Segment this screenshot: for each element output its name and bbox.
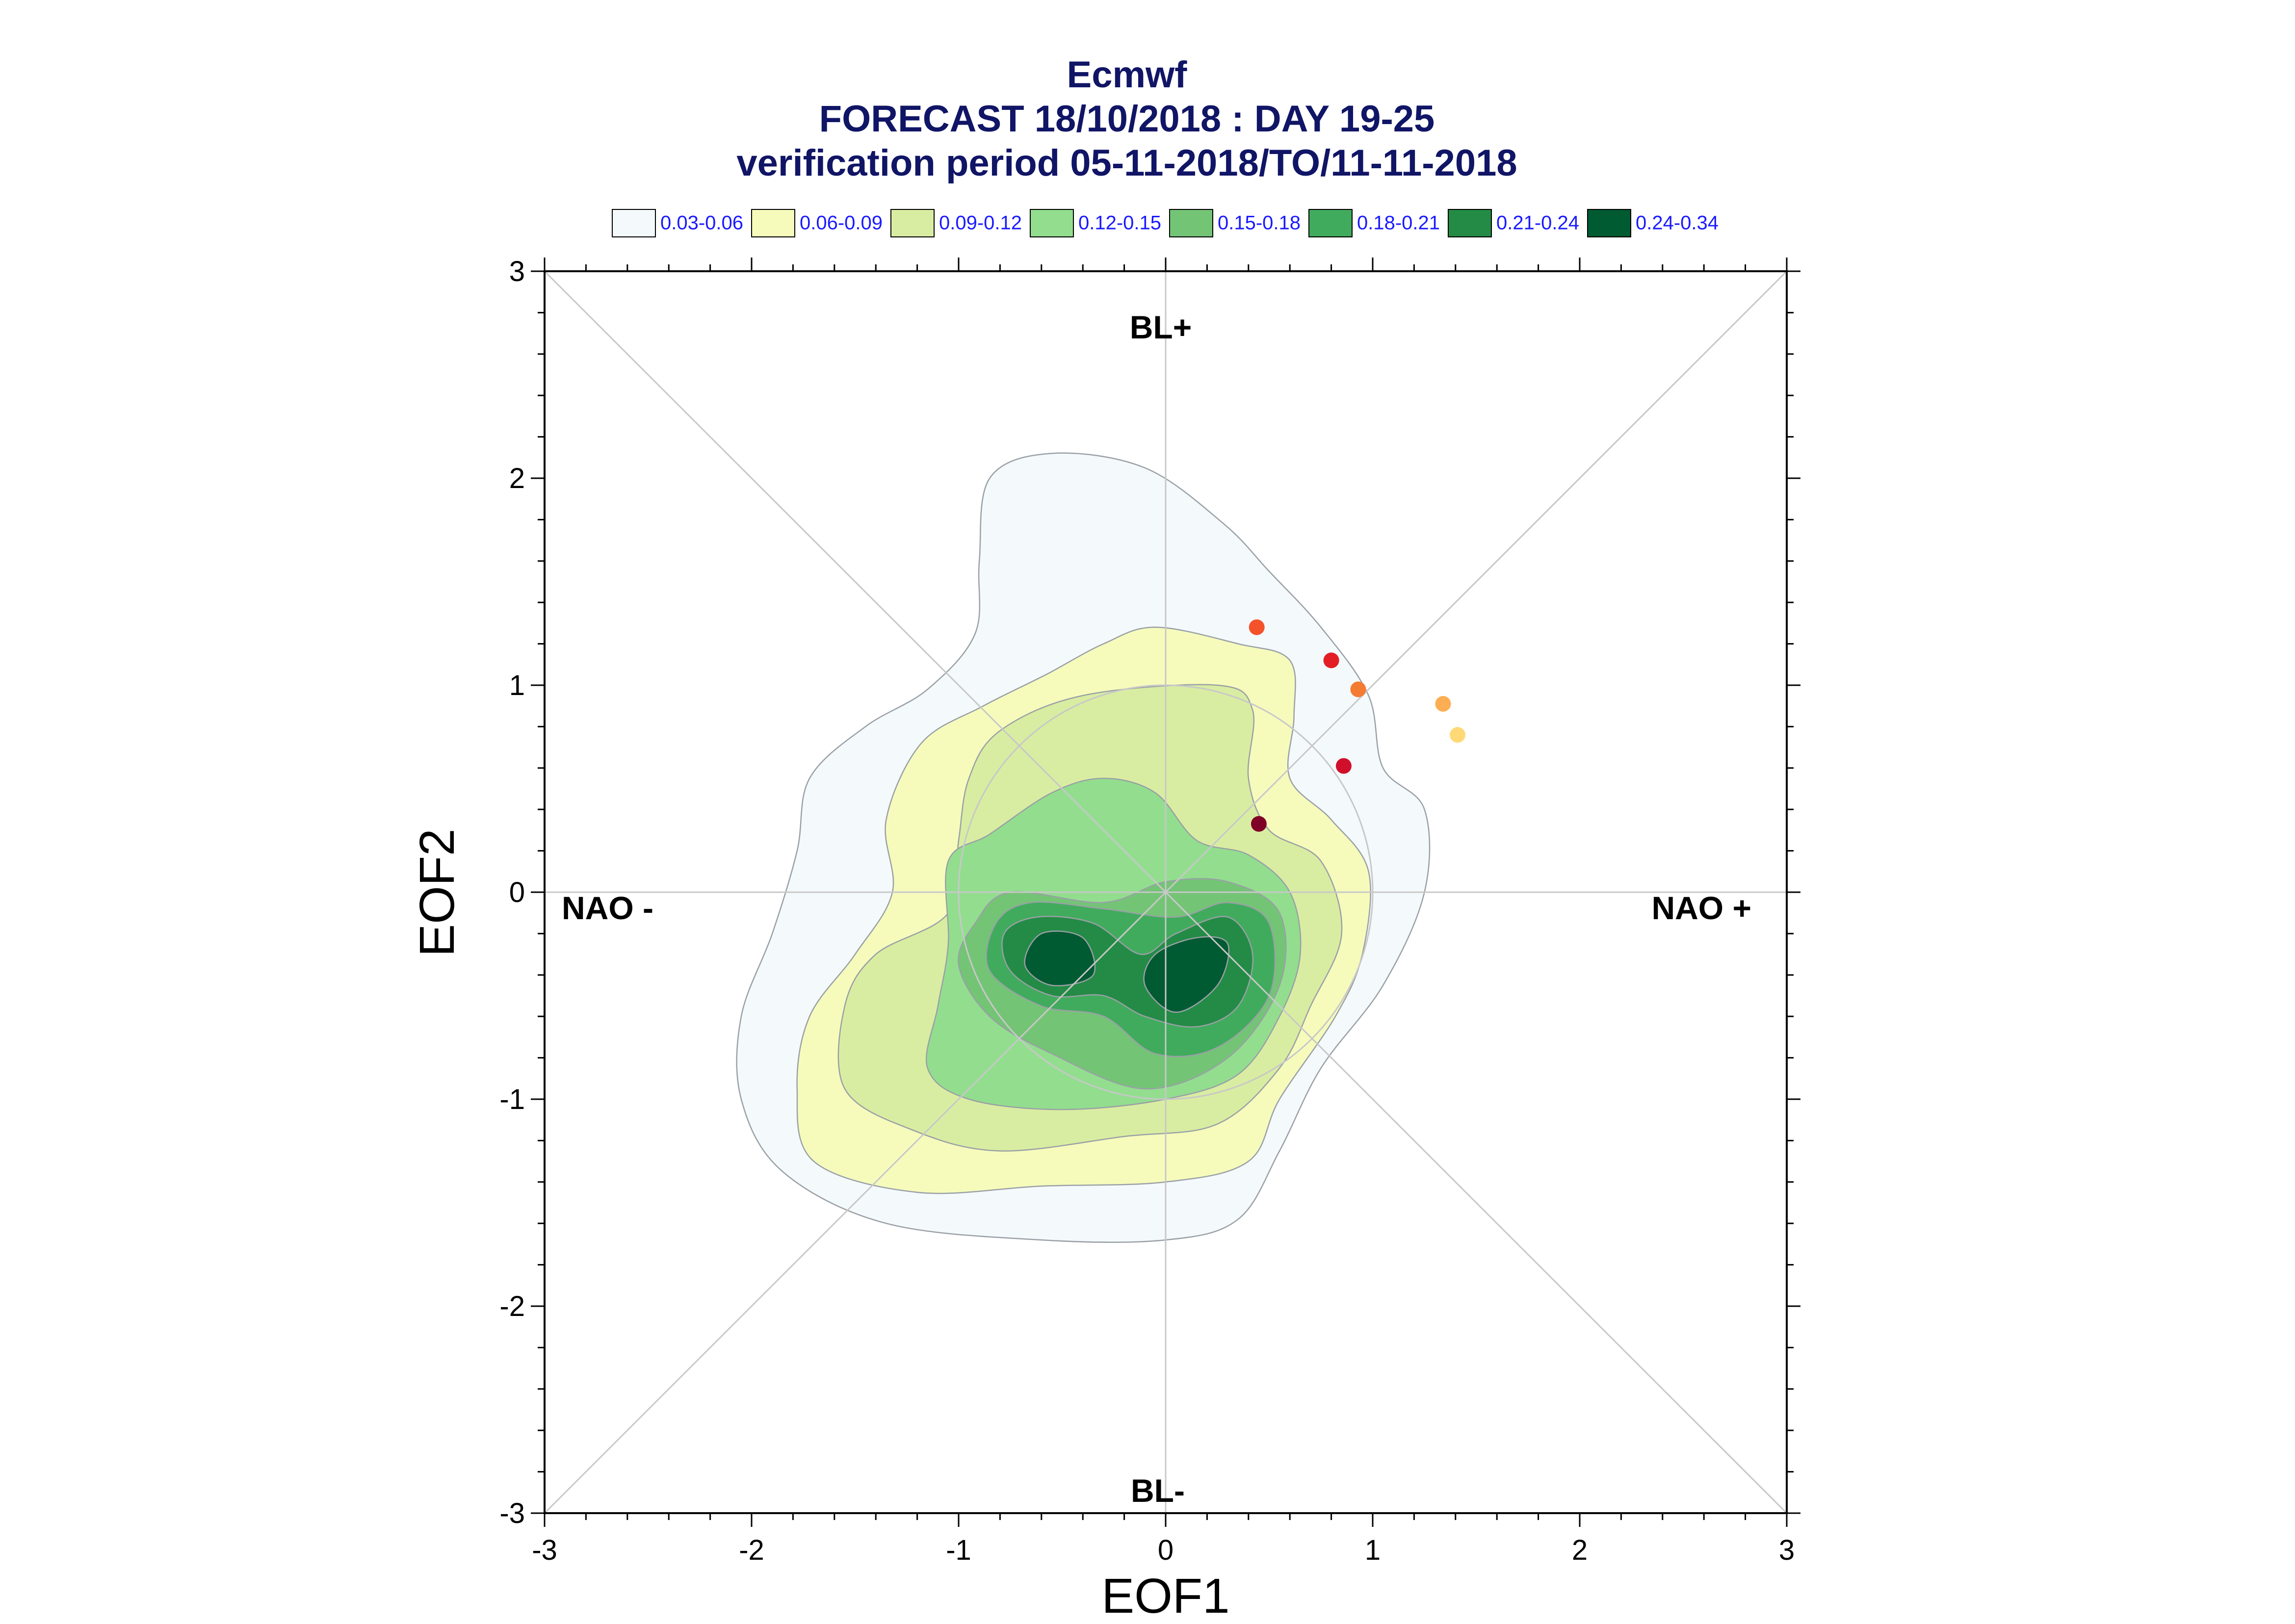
legend-label-5: 0.18-0.21 — [1357, 212, 1440, 234]
density-contours — [736, 452, 1431, 1243]
legend-swatch-6 — [1448, 209, 1492, 237]
legend-swatch-1 — [751, 209, 795, 237]
y-tick-label: -1 — [499, 1083, 525, 1115]
x-tick-label: 0 — [1158, 1534, 1174, 1566]
legend-label-1: 0.06-0.09 — [800, 212, 883, 234]
reference-lines — [544, 270, 1788, 1514]
plot-area: -3 -2 -1 0 1 2 3 -3 -2 -1 0 1 2 3 — [499, 256, 1800, 1566]
reference-circle — [958, 684, 1374, 1100]
legend-swatch-7 — [1587, 209, 1631, 237]
regime-label-right: NAO + — [1651, 890, 1751, 926]
scatter-point-4 — [1450, 727, 1466, 743]
scatter-points — [1249, 619, 1466, 832]
legend-label-7: 0.24-0.34 — [1636, 212, 1719, 234]
scatter-point-5 — [1335, 758, 1352, 774]
y-tick-label: 1 — [509, 670, 525, 701]
legend-swatch-3 — [1030, 209, 1074, 237]
scatter-point-6 — [1251, 816, 1267, 832]
chart-subtitle-line-2: verification period 05-11-2018/TO/11-11-… — [736, 142, 1517, 184]
density-contour-7 — [1024, 930, 1096, 986]
x-tick-label: -2 — [739, 1534, 764, 1566]
diagonal-line-descending — [544, 270, 1788, 1514]
legend-swatch-5 — [1308, 209, 1353, 237]
axis-ticks: -3 -2 -1 0 1 2 3 -3 -2 -1 0 1 2 3 — [499, 256, 1800, 1566]
legend-label-3: 0.12-0.15 — [1078, 212, 1161, 234]
y-tick-label: -3 — [499, 1497, 525, 1529]
y-tick-label: 2 — [509, 463, 525, 494]
x-axis-title: EOF1 — [1101, 1569, 1229, 1624]
x-tick-label: 3 — [1779, 1534, 1795, 1566]
chart-legend: 0.03-0.06 0.06-0.09 0.09-0.12 0.12-0.15 0.15… — [612, 209, 1719, 237]
legend-swatch-4 — [1169, 209, 1213, 237]
regime-label-top: BL+ — [1130, 309, 1192, 345]
y-tick-label: 0 — [509, 876, 525, 908]
y-tick-label: -2 — [499, 1290, 525, 1322]
legend-swatch-2 — [890, 209, 935, 237]
scatter-point-3 — [1435, 696, 1451, 712]
y-tick-label: 3 — [509, 256, 525, 287]
legend-swatch-0 — [612, 209, 656, 237]
x-tick-label: 2 — [1572, 1534, 1588, 1566]
y-axis-title: EOF2 — [410, 828, 465, 956]
legend-label-0: 0.03-0.06 — [660, 212, 743, 234]
regime-label-bottom: BL- — [1131, 1472, 1185, 1509]
x-tick-label: 1 — [1365, 1534, 1381, 1566]
x-tick-label: -3 — [532, 1534, 557, 1566]
scatter-point-2 — [1350, 681, 1366, 697]
legend-label-2: 0.09-0.12 — [939, 212, 1022, 234]
chart-subtitle-line-1: FORECAST 18/10/2018 : DAY 19-25 — [819, 98, 1435, 140]
scatter-point-1 — [1323, 652, 1339, 669]
regime-label-left: NAO - — [562, 890, 653, 926]
legend-label-4: 0.15-0.18 — [1218, 212, 1301, 234]
chart-title: Ecmwf — [1067, 54, 1188, 96]
legend-label-6: 0.21-0.24 — [1496, 212, 1579, 234]
scatter-point-0 — [1249, 619, 1265, 635]
x-tick-label: -1 — [946, 1534, 971, 1566]
